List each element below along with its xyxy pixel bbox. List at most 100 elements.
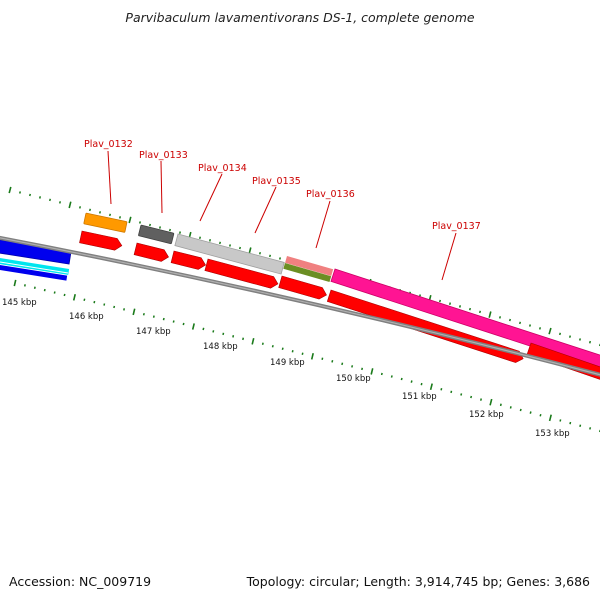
inner-tick-ring xyxy=(13,279,600,433)
minor-tick xyxy=(258,251,262,255)
minor-tick xyxy=(108,213,112,217)
gene-label[interactable]: Plav_0134 xyxy=(198,163,247,174)
scale-label: 149 kbp xyxy=(270,358,305,368)
feature-olive[interactable] xyxy=(283,263,332,282)
minor-tick xyxy=(78,206,82,209)
minor-tick xyxy=(508,318,512,322)
minor-tick xyxy=(152,315,155,318)
cds-arrow[interactable] xyxy=(79,230,124,251)
minor-tick xyxy=(33,286,36,289)
topology-summary: Topology: circular; Length: 3,914,745 bp… xyxy=(246,574,590,589)
minor-tick xyxy=(478,310,482,314)
scale-label: 151 kbp xyxy=(402,392,437,402)
minor-tick xyxy=(281,347,284,351)
scale-label: 153 kbp xyxy=(535,429,570,439)
minor-tick xyxy=(113,305,116,309)
minor-tick xyxy=(118,216,122,219)
cds-arrow[interactable] xyxy=(278,275,328,301)
feature-light-gray[interactable] xyxy=(174,233,285,275)
minor-tick xyxy=(202,327,205,331)
minor-tick xyxy=(539,413,542,417)
gene-label[interactable]: Plav_0137 xyxy=(432,221,481,232)
minor-tick xyxy=(93,300,96,304)
minor-tick xyxy=(278,257,282,260)
minor-tick xyxy=(198,236,202,240)
minor-tick xyxy=(58,201,62,204)
minor-tick xyxy=(420,382,423,386)
minor-tick xyxy=(212,330,215,333)
minor-tick xyxy=(588,340,592,344)
minor-tick xyxy=(569,421,572,425)
minor-tick xyxy=(438,299,442,303)
feature-magenta[interactable] xyxy=(330,268,600,370)
minor-tick xyxy=(218,241,222,245)
gene-label[interactable]: Plav_0132 xyxy=(84,139,133,150)
minor-tick xyxy=(458,305,462,308)
minor-tick xyxy=(242,337,245,341)
map-title: Parvibaculum lavamentivorans DS-1, compl… xyxy=(125,10,475,25)
minor-tick xyxy=(450,390,453,394)
minor-tick xyxy=(142,312,145,316)
minor-tick xyxy=(499,403,502,407)
scale-label: 148 kbp xyxy=(203,342,238,352)
feature-salmon[interactable] xyxy=(285,256,334,276)
major-tick xyxy=(251,338,255,345)
minor-tick xyxy=(579,424,582,428)
cds-arrow[interactable] xyxy=(204,258,280,290)
minor-tick xyxy=(238,246,242,250)
minor-tick xyxy=(268,254,272,258)
minor-tick xyxy=(38,196,42,199)
major-tick xyxy=(548,327,552,335)
major-tick xyxy=(310,353,314,360)
minor-tick xyxy=(261,342,264,345)
minor-tick xyxy=(528,324,532,327)
minor-tick xyxy=(578,338,582,341)
minor-tick xyxy=(509,406,512,409)
scale-label: 152 kbp xyxy=(469,410,504,420)
feature-dark-gray[interactable] xyxy=(138,224,175,245)
major-tick xyxy=(488,311,492,318)
minor-tick xyxy=(63,293,66,297)
scale-labels: 145 kbp 146 kbp 147 kbp 148 kbp 149 kbp … xyxy=(2,298,570,439)
gene-label[interactable]: Plav_0133 xyxy=(139,150,188,161)
minor-tick xyxy=(88,208,92,212)
major-tick xyxy=(132,308,136,316)
minor-tick xyxy=(23,284,26,287)
minor-tick xyxy=(182,322,185,326)
minor-tick xyxy=(558,332,562,336)
minor-tick xyxy=(172,320,175,323)
scale-label: 150 kbp xyxy=(336,374,371,384)
cds-arrow[interactable] xyxy=(170,250,207,271)
cds-arrow[interactable] xyxy=(133,242,170,263)
minor-tick xyxy=(518,321,522,325)
major-tick xyxy=(128,216,132,224)
minor-tick xyxy=(341,362,344,366)
minor-tick xyxy=(301,352,304,355)
minor-tick xyxy=(271,344,274,348)
gene-label[interactable]: Plav_0136 xyxy=(306,189,355,200)
minor-tick xyxy=(18,191,22,194)
gene-label[interactable]: Plav_0135 xyxy=(252,176,301,187)
minor-tick xyxy=(83,298,86,302)
minor-tick xyxy=(351,365,354,368)
minor-tick xyxy=(178,231,182,234)
minor-tick xyxy=(559,419,562,422)
minor-tick xyxy=(168,228,172,232)
minor-tick xyxy=(291,350,294,353)
major-tick xyxy=(548,414,552,422)
minor-tick xyxy=(460,393,463,396)
major-tick xyxy=(72,294,76,301)
minor-tick xyxy=(380,372,383,376)
minor-tick xyxy=(148,223,152,227)
minor-tick xyxy=(123,308,126,311)
major-tick xyxy=(13,279,17,287)
minor-tick xyxy=(479,398,483,401)
feature-blue-lower[interactable] xyxy=(0,261,68,281)
minor-tick xyxy=(53,291,56,294)
minor-tick xyxy=(470,395,473,399)
minor-tick xyxy=(440,388,443,391)
feature-orange[interactable] xyxy=(83,212,128,233)
feature-lane-upper xyxy=(83,212,600,370)
